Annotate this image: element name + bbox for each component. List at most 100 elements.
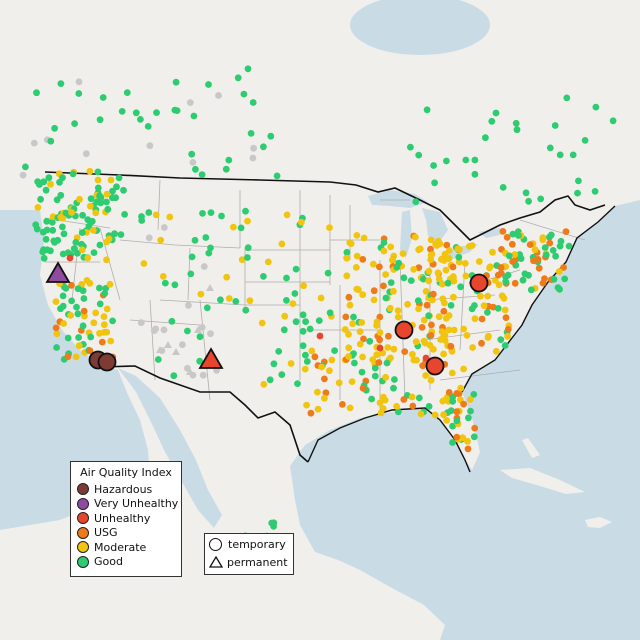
station-dot xyxy=(492,109,500,117)
station-dot xyxy=(303,401,310,409)
station-dot xyxy=(289,300,297,307)
station-dot xyxy=(326,309,334,317)
station-dot xyxy=(471,424,479,432)
station-dot xyxy=(75,78,83,86)
station-dot xyxy=(471,170,479,178)
station-dot xyxy=(428,251,435,259)
station-dot xyxy=(445,389,453,396)
station-dot xyxy=(203,304,211,312)
station-dot xyxy=(92,209,100,217)
triangle-icon xyxy=(209,556,223,568)
cuba xyxy=(500,468,585,494)
station-dot xyxy=(420,275,427,283)
station-dot xyxy=(113,183,120,191)
station-dot xyxy=(394,307,402,314)
station-dot xyxy=(75,90,83,97)
station-dot xyxy=(107,176,115,184)
station-dot xyxy=(283,297,290,304)
station-dot xyxy=(267,132,275,140)
station-dot xyxy=(59,292,67,300)
station-dot xyxy=(461,260,469,267)
station-dot xyxy=(482,134,489,142)
station-dot xyxy=(157,236,165,244)
station-dot xyxy=(352,264,360,271)
station-dot xyxy=(412,198,420,206)
station-dot xyxy=(350,313,357,321)
station-dot xyxy=(420,316,428,324)
station-dot xyxy=(359,291,367,299)
station-dot xyxy=(187,270,195,278)
station-dot xyxy=(371,372,379,380)
station-dot xyxy=(447,302,455,309)
station-dot xyxy=(353,232,361,239)
station-dot xyxy=(311,353,319,361)
station-dot xyxy=(457,283,464,291)
station-dot xyxy=(281,312,289,320)
station-dot xyxy=(83,277,91,284)
station-dot xyxy=(343,254,351,262)
station-dot xyxy=(86,202,94,210)
station-dot xyxy=(161,279,169,287)
station-dot xyxy=(360,335,367,343)
station-dot xyxy=(453,417,461,425)
station-dot xyxy=(33,89,40,97)
station-dot xyxy=(550,275,558,283)
station-dot xyxy=(217,296,224,304)
station-dot xyxy=(200,263,208,270)
circle-icon xyxy=(209,537,222,551)
usg-swatch xyxy=(77,526,89,539)
station-dot xyxy=(36,181,43,188)
station-dot xyxy=(551,122,559,129)
station-dot xyxy=(75,342,83,350)
station-dot xyxy=(198,171,206,179)
station-dot xyxy=(346,239,354,247)
station-dot xyxy=(376,263,383,271)
station-triangle xyxy=(172,348,180,355)
station-dot xyxy=(440,350,447,358)
station-dot xyxy=(60,320,67,327)
station-dot xyxy=(247,130,255,137)
station-dot xyxy=(505,252,513,260)
legend-row-very-unhealthy: Very Unhealthy xyxy=(71,497,181,512)
station-dot xyxy=(376,313,384,321)
station-dot xyxy=(512,119,520,127)
station-dot xyxy=(188,150,196,158)
station-dot xyxy=(66,254,74,262)
station-dot xyxy=(186,99,194,106)
us-canada-border xyxy=(44,171,606,241)
station-dot xyxy=(188,253,196,261)
station-triangle xyxy=(164,341,172,348)
hazardous-swatch xyxy=(77,483,89,496)
station-dot xyxy=(298,218,305,226)
station-dot xyxy=(168,317,176,325)
station-dot xyxy=(419,362,427,370)
station-triangle xyxy=(206,284,214,291)
station-triangle xyxy=(156,346,164,353)
station-dot xyxy=(43,217,51,225)
station-dot xyxy=(196,357,204,365)
station-dot xyxy=(101,290,109,297)
station-dot xyxy=(467,407,474,415)
lake-ontario xyxy=(478,228,504,238)
station-dot xyxy=(39,248,47,256)
station-dot xyxy=(240,90,248,98)
station-dot xyxy=(453,433,461,441)
station-dot xyxy=(198,324,206,331)
station-dot xyxy=(71,120,78,127)
station-dot xyxy=(345,353,352,360)
station-dot xyxy=(373,322,380,329)
station-dot xyxy=(563,94,571,102)
station-dot xyxy=(453,408,461,416)
station-dot xyxy=(249,99,257,106)
station-dot xyxy=(425,312,433,320)
monitor-stations xyxy=(19,65,617,542)
station-dot xyxy=(72,353,80,361)
station-dot xyxy=(376,329,384,336)
station-dot xyxy=(359,384,367,392)
station-dot xyxy=(145,209,153,216)
station-dot xyxy=(199,371,207,379)
station-dot xyxy=(427,245,434,253)
station-dot xyxy=(407,143,414,151)
station-dot xyxy=(115,174,123,182)
station-dot xyxy=(542,251,550,259)
